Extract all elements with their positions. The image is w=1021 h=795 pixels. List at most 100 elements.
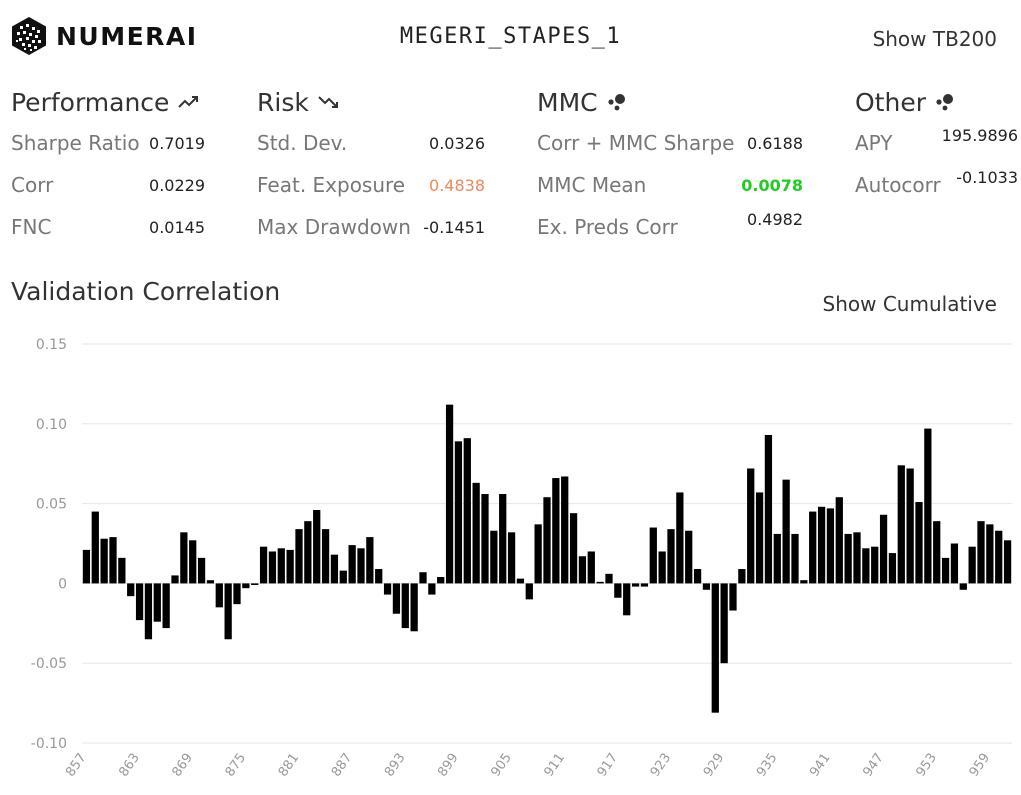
- bar[interactable]: [933, 521, 941, 584]
- show-cumulative-button[interactable]: Show Cumulative: [822, 292, 997, 316]
- bar[interactable]: [649, 527, 657, 584]
- bar[interactable]: [153, 583, 161, 622]
- bar[interactable]: [747, 468, 755, 584]
- bar[interactable]: [313, 509, 321, 584]
- bar[interactable]: [906, 468, 914, 584]
- bar[interactable]: [242, 583, 250, 589]
- bar[interactable]: [507, 532, 516, 584]
- bar[interactable]: [127, 583, 135, 597]
- bar[interactable]: [578, 556, 587, 584]
- bar[interactable]: [472, 482, 480, 584]
- bar[interactable]: [144, 583, 153, 640]
- bar[interactable]: [321, 529, 330, 584]
- bar[interactable]: [91, 511, 99, 584]
- bar[interactable]: [375, 569, 383, 584]
- bar[interactable]: [233, 583, 241, 605]
- bar[interactable]: [826, 508, 835, 584]
- numerai-logo-icon[interactable]: [10, 16, 48, 56]
- bar[interactable]: [986, 524, 994, 584]
- bar[interactable]: [419, 572, 427, 584]
- bar[interactable]: [764, 434, 773, 584]
- bar[interactable]: [366, 537, 374, 584]
- bar[interactable]: [392, 583, 401, 614]
- bar[interactable]: [516, 578, 525, 584]
- bar[interactable]: [888, 553, 897, 584]
- bar[interactable]: [968, 546, 976, 584]
- bar[interactable]: [445, 404, 454, 584]
- bar[interactable]: [853, 532, 861, 584]
- bar[interactable]: [481, 494, 489, 584]
- bar[interactable]: [1003, 540, 1012, 584]
- bar[interactable]: [224, 583, 232, 640]
- bar[interactable]: [286, 549, 294, 584]
- bar[interactable]: [490, 530, 498, 584]
- bar[interactable]: [162, 583, 170, 629]
- bar[interactable]: [879, 514, 888, 584]
- bar[interactable]: [206, 580, 215, 584]
- bar[interactable]: [809, 511, 817, 584]
- bar[interactable]: [410, 583, 418, 632]
- bar[interactable]: [251, 583, 259, 585]
- bar[interactable]: [640, 583, 649, 587]
- bar[interactable]: [189, 540, 197, 584]
- bar[interactable]: [862, 548, 870, 584]
- bar[interactable]: [658, 551, 666, 584]
- bar[interactable]: [631, 583, 640, 587]
- bar[interactable]: [499, 494, 507, 584]
- bar[interactable]: [171, 575, 179, 584]
- bar[interactable]: [924, 428, 932, 584]
- show-tb200-button[interactable]: Show TB200: [872, 27, 997, 51]
- bar[interactable]: [773, 533, 781, 584]
- bar[interactable]: [437, 577, 445, 584]
- bar[interactable]: [454, 441, 463, 584]
- bar[interactable]: [711, 583, 719, 713]
- bar[interactable]: [534, 524, 542, 584]
- bar[interactable]: [118, 557, 126, 584]
- bar[interactable]: [543, 497, 551, 584]
- bar[interactable]: [304, 521, 312, 584]
- bar[interactable]: [844, 533, 852, 584]
- bar[interactable]: [755, 492, 764, 584]
- bar[interactable]: [676, 492, 684, 584]
- bar[interactable]: [357, 548, 365, 584]
- bar[interactable]: [959, 583, 967, 590]
- bar[interactable]: [100, 538, 108, 584]
- bar[interactable]: [569, 513, 578, 584]
- bar[interactable]: [295, 529, 303, 584]
- bar[interactable]: [348, 545, 356, 584]
- bar[interactable]: [605, 573, 613, 584]
- bar[interactable]: [215, 583, 223, 608]
- brand-name[interactable]: NUMERAI: [56, 22, 198, 51]
- bar[interactable]: [871, 546, 879, 584]
- bar[interactable]: [897, 465, 905, 584]
- bar[interactable]: [800, 580, 808, 584]
- bar[interactable]: [561, 476, 569, 584]
- bar[interactable]: [720, 583, 728, 664]
- bar[interactable]: [835, 497, 843, 584]
- bar[interactable]: [383, 583, 392, 595]
- bar[interactable]: [791, 533, 799, 584]
- bar[interactable]: [259, 546, 268, 584]
- bar[interactable]: [82, 549, 91, 584]
- bar[interactable]: [817, 506, 826, 584]
- bar[interactable]: [702, 583, 711, 590]
- bar[interactable]: [552, 478, 560, 584]
- bar[interactable]: [525, 583, 533, 600]
- bar[interactable]: [782, 479, 790, 584]
- bar[interactable]: [623, 583, 631, 616]
- bar[interactable]: [330, 554, 339, 584]
- bar[interactable]: [950, 543, 959, 584]
- bar[interactable]: [109, 537, 117, 584]
- bar[interactable]: [135, 583, 144, 621]
- bar[interactable]: [197, 557, 206, 584]
- bar[interactable]: [401, 583, 409, 629]
- bar[interactable]: [587, 551, 595, 584]
- bar[interactable]: [614, 583, 622, 598]
- bar[interactable]: [463, 438, 471, 584]
- bar[interactable]: [339, 570, 347, 584]
- bar[interactable]: [995, 530, 1003, 584]
- bar[interactable]: [693, 569, 702, 584]
- bar[interactable]: [667, 529, 675, 584]
- bar[interactable]: [428, 583, 436, 595]
- bar[interactable]: [268, 551, 277, 584]
